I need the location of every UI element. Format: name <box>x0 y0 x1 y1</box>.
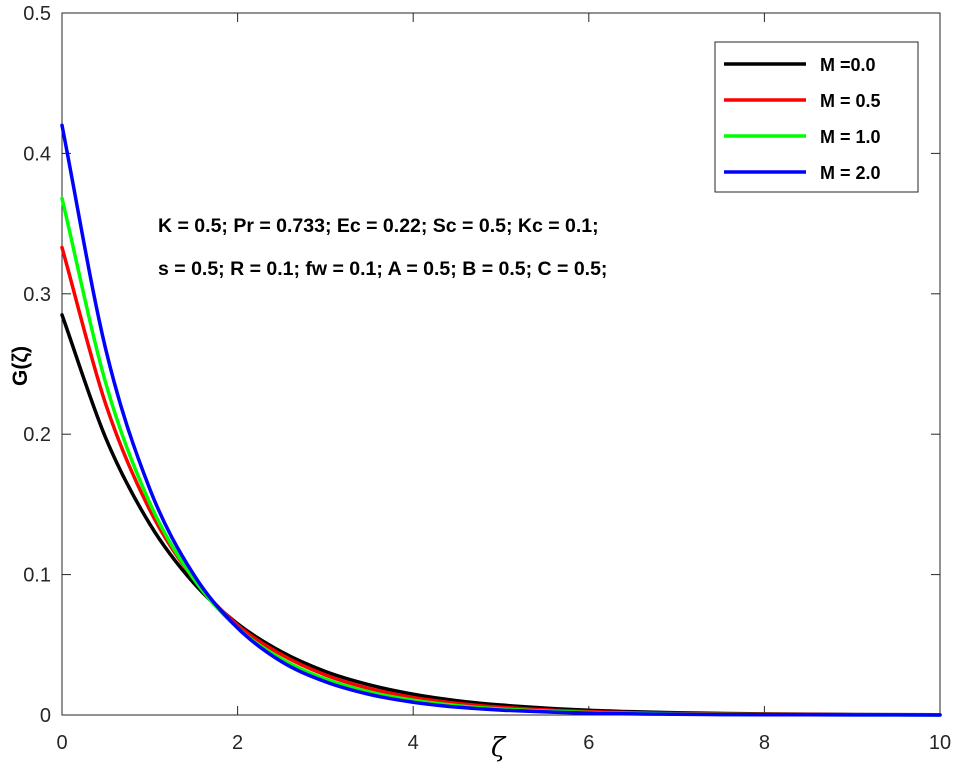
annotation: K = 0.5; Pr = 0.733; Ec = 0.22; Sc = 0.5… <box>158 215 607 280</box>
legend-label-0: M =0.0 <box>820 55 876 75</box>
x-tick-label: 0 <box>56 732 67 754</box>
legend-label-1: M = 0.5 <box>820 91 881 111</box>
y-axis-label: G(ζ) <box>9 346 32 386</box>
legend-label-2: M = 1.0 <box>820 127 881 147</box>
y-tick-label: 0.3 <box>23 284 51 306</box>
x-tick-label: 10 <box>929 732 951 754</box>
x-tick-label: 8 <box>759 732 770 754</box>
y-tick-label: 0.4 <box>23 143 51 165</box>
y-tick-label: 0.5 <box>23 3 51 25</box>
x-tick-label: 4 <box>408 732 419 754</box>
tick-labels: 0 2 4 6 8 10 0 0.1 0.2 0.3 0.4 0.5 <box>23 3 951 754</box>
legend-label-3: M = 2.0 <box>820 163 881 183</box>
y-tick-label: 0.2 <box>23 424 51 446</box>
series-line-3 <box>60 123 942 717</box>
y-tick-label: 0 <box>40 705 51 727</box>
series-lines <box>60 123 942 717</box>
y-tick-label: 0.1 <box>23 565 51 587</box>
legend: M =0.0 M = 0.5 M = 1.0 M = 2.0 <box>714 41 919 193</box>
x-tick-label: 6 <box>583 732 594 754</box>
x-axis-label: ζ <box>491 733 507 763</box>
annotation-line-1: K = 0.5; Pr = 0.733; Ec = 0.22; Sc = 0.5… <box>158 215 599 237</box>
x-tick-label: 2 <box>232 732 243 754</box>
legend-box <box>714 41 919 193</box>
annotation-line-2: s = 0.5; R = 0.1; fw = 0.1; A = 0.5; B =… <box>158 258 607 280</box>
